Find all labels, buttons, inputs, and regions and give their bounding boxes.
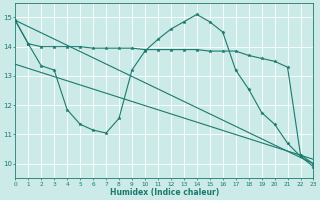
X-axis label: Humidex (Indice chaleur): Humidex (Indice chaleur) (110, 188, 219, 197)
